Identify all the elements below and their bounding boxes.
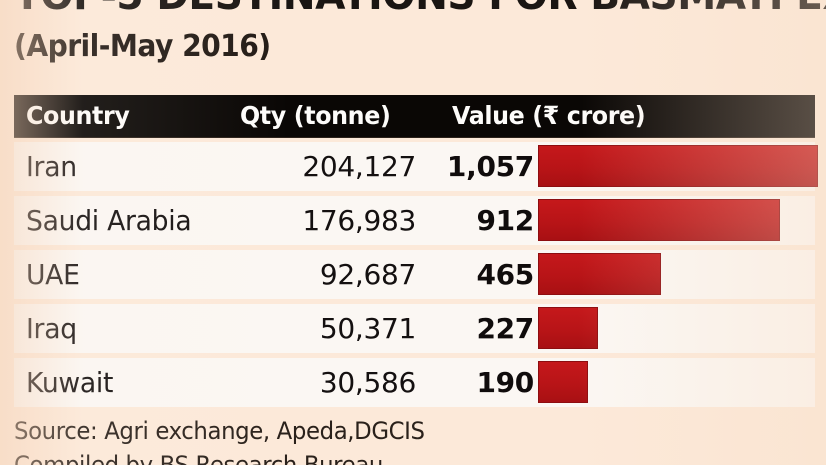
value-bar [538, 253, 661, 295]
table-row: Saudi Arabia 176,983 912 [14, 196, 815, 245]
cell-value: 912 [476, 204, 534, 237]
cell-value: 190 [476, 366, 534, 399]
column-header-value: Value (₹ crore) [452, 101, 646, 130]
table-body: Iran 204,127 1,057 Saudi Arabia 176,983 … [14, 142, 818, 407]
cell-country: Saudi Arabia [26, 204, 192, 237]
cell-country: Kuwait [26, 366, 114, 399]
cell-country: UAE [26, 258, 80, 291]
value-bar [538, 307, 598, 349]
cell-country: Iraq [26, 312, 77, 345]
value-bar [538, 199, 780, 241]
value-bar [538, 361, 588, 403]
cell-value: 465 [476, 258, 534, 291]
table-row: UAE 92,687 465 [14, 250, 815, 299]
value-bar [538, 145, 818, 187]
exports-table: Country Qty (tonne) Value (₹ crore) Iran… [14, 95, 818, 412]
page-title: TOP-5 DESTINATIONS FOR BASMATI EXPORTS [14, 0, 826, 22]
cell-qty: 92,687 [319, 258, 416, 291]
cell-qty: 204,127 [302, 150, 416, 183]
table-row: Iraq 50,371 227 [14, 304, 815, 353]
page-subtitle: (April-May 2016) [14, 29, 271, 64]
cell-qty: 30,586 [319, 366, 416, 399]
table-row: Iran 204,127 1,057 [14, 142, 818, 191]
column-header-qty: Qty (tonne) [240, 101, 391, 130]
table-header-row: Country Qty (tonne) Value (₹ crore) [14, 95, 815, 137]
cell-value: 227 [476, 312, 534, 345]
compiled-line: Compiled by BS Research Bureau [14, 451, 384, 465]
cell-qty: 50,371 [319, 312, 416, 345]
cell-country: Iran [26, 150, 77, 183]
footer-block: Source: Agri exchange, Apeda,DGCIS Compi… [14, 414, 714, 465]
cell-value: 1,057 [446, 150, 534, 183]
table-row: Kuwait 30,586 190 [14, 358, 815, 407]
title-block: TOP-5 DESTINATIONS FOR BASMATI EXPORTS [14, 0, 826, 22]
source-line: Source: Agri exchange, Apeda,DGCIS [14, 417, 425, 445]
cell-qty: 176,983 [302, 204, 416, 237]
column-header-country: Country [26, 101, 130, 130]
